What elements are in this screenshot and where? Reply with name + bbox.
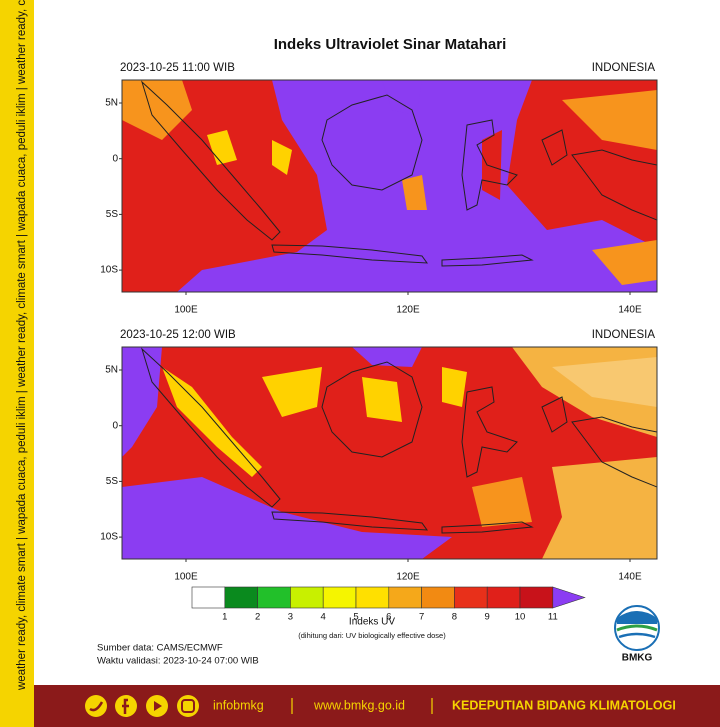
- uv-region: [362, 377, 402, 422]
- coastline: [541, 129, 568, 166]
- coastline: [321, 94, 423, 191]
- coastline: [461, 386, 518, 478]
- uv-region: [122, 80, 192, 140]
- uv-region: [352, 347, 422, 367]
- footer-department: KEDEPUTIAN BIDANG KLIMATOLOGI: [452, 698, 676, 712]
- uv-region: [382, 80, 422, 115]
- colorbar-label: Indeks UV: [349, 617, 395, 628]
- lat-label: 10S: [100, 532, 118, 543]
- coastline: [271, 244, 429, 264]
- coastline: [441, 254, 534, 267]
- colorbar-tick-label: 6: [386, 612, 391, 623]
- coastline: [321, 361, 423, 458]
- colorbar-tick-label: 7: [419, 612, 424, 623]
- colorbar-tick-label: 9: [485, 612, 490, 623]
- colorbar-box: [290, 586, 324, 609]
- logo-text: BMKG: [622, 653, 653, 664]
- lat-label: 0: [112, 420, 118, 431]
- uv-region: [552, 357, 657, 407]
- coastline: [571, 149, 657, 221]
- uv-region: [562, 90, 657, 150]
- colorbar-box: [454, 586, 488, 609]
- lon-label: 140E: [618, 572, 642, 583]
- uv-region: [272, 140, 292, 175]
- colorbar-box: [388, 586, 422, 609]
- colorbar-tick-label: 1: [222, 612, 227, 623]
- panel-region: INDONESIA: [592, 62, 656, 74]
- coastline: [140, 347, 281, 508]
- uv-region: [402, 175, 427, 210]
- twitter-icon[interactable]: [85, 695, 107, 717]
- lon-label: 100E: [174, 305, 198, 316]
- map-frame: [121, 79, 658, 293]
- colorbar: 1 2 3 4 5 6 7 8 9 10 11: [191, 586, 586, 623]
- uv-region: [207, 130, 237, 165]
- instagram-icon[interactable]: [177, 695, 199, 717]
- lon-label: 120E: [396, 572, 420, 583]
- lat-label: 5N: [105, 365, 118, 376]
- coastline: [441, 521, 534, 534]
- panel-time: 2023-10-25 11:00 WIB: [120, 62, 235, 74]
- colorbar-tick-label: 4: [321, 612, 326, 623]
- coastline: [541, 396, 568, 433]
- colorbar-arrow: [552, 586, 586, 609]
- map-panel: [122, 80, 657, 292]
- colorbar-tick-label: 8: [452, 612, 457, 623]
- bmkg-logo: BMKG: [614, 605, 660, 664]
- uv-region: [122, 347, 162, 457]
- uv-region: [592, 240, 657, 285]
- lon-label: 120E: [396, 305, 420, 316]
- colorbar-tick-label: 11: [548, 612, 558, 623]
- colorbar-note: (dihitung dari: UV biologically effectiv…: [298, 631, 446, 640]
- colorbar-tick-label: 10: [515, 612, 526, 623]
- colorbar-box: [257, 586, 291, 609]
- colorbar-box: [355, 586, 390, 609]
- colorbar-tick-label: 3: [288, 612, 293, 623]
- colorbar-box: [421, 586, 455, 609]
- panel-region: INDONESIA: [592, 329, 656, 341]
- lon-label: 100E: [174, 572, 198, 583]
- coastline: [461, 119, 518, 211]
- map-panel: [122, 347, 657, 559]
- coastline: [271, 511, 429, 531]
- uv-region: [442, 367, 467, 407]
- footer-handle[interactable]: infobmkg: [213, 698, 264, 712]
- coastline: [140, 80, 281, 241]
- uv-region: [472, 477, 532, 527]
- uv-region: [262, 367, 322, 417]
- colorbar-box: [191, 586, 226, 609]
- sidebar-band: [0, 0, 34, 727]
- lat-label: 10S: [100, 265, 118, 276]
- uv-region: [162, 367, 262, 477]
- uv-region: [542, 457, 657, 559]
- uv-region: [122, 477, 452, 559]
- coastline: [571, 416, 657, 488]
- lat-label: 0: [112, 153, 118, 164]
- social-icons: [85, 695, 199, 717]
- colorbar-tick-label: 5: [353, 612, 358, 623]
- colorbar-box: [224, 586, 258, 609]
- colorbar-box: [519, 586, 554, 609]
- colorbar-box: [486, 586, 521, 609]
- lat-label: 5S: [106, 209, 119, 220]
- sidebar-text: weather ready, climate smart | wapada cu…: [16, 0, 28, 691]
- title: Indeks Ultraviolet Sinar Matahari: [274, 36, 507, 53]
- footer-website[interactable]: www.bmkg.go.id: [313, 698, 405, 712]
- lat-label: 5N: [105, 98, 118, 109]
- colorbar-box: [322, 586, 357, 609]
- lat-label: 5S: [106, 476, 119, 487]
- panel-time: 2023-10-25 12:00 WIB: [120, 329, 236, 341]
- map-frame: [121, 346, 658, 560]
- colorbar-tick-label: 2: [255, 612, 260, 623]
- validity: Waktu validasi: 2023-10-24 07:00 WIB: [97, 656, 259, 667]
- source: Sumber data: CAMS/ECMWF: [97, 643, 223, 654]
- lon-label: 140E: [618, 305, 642, 316]
